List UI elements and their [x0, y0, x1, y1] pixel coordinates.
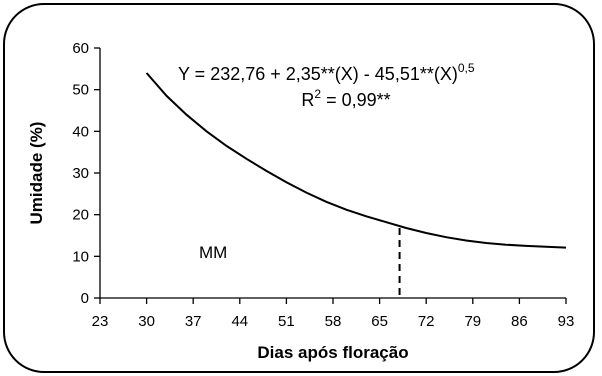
x-tick-label: 51 [278, 313, 295, 330]
r-squared: R2 = 0,99** [301, 87, 390, 110]
x-tick-label: 65 [371, 313, 388, 330]
y-tick-label: 60 [72, 40, 89, 57]
x-tick-label: 30 [138, 313, 155, 330]
x-tick-label: 72 [418, 313, 435, 330]
regression-equation: Y = 232,76 + 2,35**(X) - 45,51**(X)0,5 [178, 61, 475, 84]
y-ticks: 0 10 20 30 40 50 60 [72, 40, 100, 307]
x-tick-label: 93 [558, 313, 575, 330]
y-axis-title: Umidade (%) [27, 122, 46, 225]
mm-label: MM [199, 243, 227, 262]
y-tick-label: 20 [72, 207, 89, 224]
y-tick-label: 0 [81, 290, 89, 307]
x-tick-label: 37 [185, 313, 202, 330]
x-tick-label: 79 [464, 313, 481, 330]
y-tick-label: 30 [72, 165, 89, 182]
r2-sup: 2 [314, 87, 321, 101]
series-line [145, 72, 567, 249]
y-tick-label: 40 [72, 123, 89, 140]
r2-value: = 0,99** [321, 90, 391, 110]
x-ticks: 23 30 37 44 51 58 65 72 79 86 93 [92, 298, 575, 330]
x-tick-label: 86 [511, 313, 528, 330]
equation-exponent: 0,5 [458, 61, 475, 75]
x-tick-label: 44 [231, 313, 248, 330]
equation-main: Y = 232,76 + 2,35**(X) - 45,51**(X) [178, 64, 458, 84]
y-tick-label: 10 [72, 248, 89, 265]
x-tick-label: 23 [92, 313, 109, 330]
x-tick-label: 58 [325, 313, 342, 330]
r2-prefix: R [301, 90, 314, 110]
x-axis-title: Dias após floração [257, 343, 408, 362]
y-tick-label: 50 [72, 82, 89, 99]
